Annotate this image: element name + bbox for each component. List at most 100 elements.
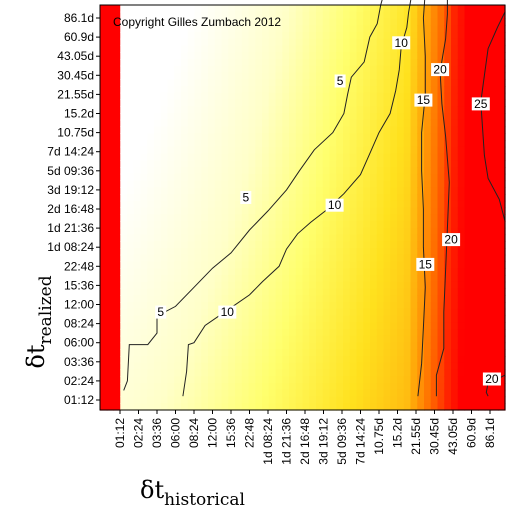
- heatmap-cell: [100, 268, 108, 276]
- heatmap-cell: [390, 32, 398, 40]
- heatmap-cell: [221, 389, 229, 398]
- heatmap-cell: [154, 146, 162, 155]
- heatmap-cell: [187, 86, 196, 94]
- heatmap-cell: [221, 356, 229, 364]
- heatmap-cell: [316, 234, 324, 242]
- heatmap-cell: [154, 221, 162, 229]
- heatmap-cell: [397, 342, 405, 350]
- heatmap-cell: [403, 32, 412, 40]
- heatmap-cell: [120, 275, 128, 283]
- heatmap-cell: [430, 376, 439, 384]
- heatmap-cell: [417, 113, 425, 121]
- heatmap-cell: [478, 356, 486, 364]
- heatmap-cell: [181, 302, 189, 310]
- heatmap-cell: [417, 160, 425, 168]
- heatmap-cell: [100, 11, 108, 20]
- heatmap-cell: [478, 396, 486, 404]
- heatmap-cell: [262, 288, 270, 296]
- heatmap-cell: [484, 335, 493, 344]
- heatmap-cell: [275, 376, 283, 384]
- heatmap-cell: [241, 302, 250, 310]
- heatmap-cell: [133, 275, 142, 283]
- heatmap-cell: [356, 389, 364, 398]
- heatmap-cell: [376, 99, 385, 107]
- heatmap-cell: [309, 99, 317, 107]
- heatmap-cell: [484, 180, 493, 188]
- heatmap-cell: [228, 349, 236, 357]
- heatmap-cell: [376, 376, 385, 384]
- heatmap-cell: [248, 92, 256, 101]
- heatmap-cell: [329, 227, 337, 236]
- heatmap-cell: [181, 106, 189, 114]
- heatmap-cell: [241, 241, 250, 249]
- heatmap-cell: [397, 248, 405, 256]
- heatmap-cell: [289, 248, 297, 256]
- heatmap-cell: [356, 99, 364, 107]
- heatmap-cell: [356, 302, 364, 310]
- heatmap-cell: [363, 133, 371, 141]
- heatmap-cell: [214, 18, 223, 26]
- heatmap-cell: [417, 356, 425, 364]
- heatmap-cell: [208, 315, 216, 323]
- heatmap-cell: [383, 356, 391, 364]
- heatmap-cell: [133, 146, 142, 155]
- heatmap-cell: [309, 295, 317, 303]
- heatmap-cell: [127, 329, 135, 337]
- heatmap-cell: [167, 376, 175, 384]
- heatmap-cell: [336, 146, 344, 155]
- heatmap-cell: [424, 308, 432, 317]
- heatmap-cell: [430, 126, 439, 134]
- heatmap-cell: [133, 25, 142, 33]
- heatmap-cell: [390, 200, 398, 209]
- heatmap-cell: [471, 86, 479, 94]
- heatmap-cell: [228, 45, 236, 53]
- heatmap-cell: [174, 214, 182, 222]
- heatmap-cell: [194, 65, 202, 74]
- heatmap-cell: [383, 140, 391, 148]
- heatmap-cell: [376, 187, 385, 195]
- heatmap-cell: [255, 45, 263, 53]
- heatmap-cell: [302, 99, 310, 107]
- heatmap-cell: [282, 261, 290, 269]
- heatmap-cell: [478, 153, 486, 161]
- heatmap-cell: [417, 187, 425, 195]
- heatmap-cell: [471, 32, 479, 40]
- heatmap-cell: [430, 281, 439, 290]
- heatmap-cell: [471, 200, 479, 209]
- heatmap-cell: [268, 207, 277, 215]
- heatmap-cell: [235, 342, 243, 350]
- heatmap-cell: [208, 79, 216, 87]
- heatmap-cell: [289, 5, 297, 13]
- heatmap-cell: [208, 234, 216, 242]
- heatmap-cell: [457, 376, 466, 384]
- heatmap-cell: [221, 140, 229, 148]
- heatmap-cell: [241, 335, 250, 344]
- heatmap-cell: [343, 322, 351, 330]
- heatmap-cell: [383, 52, 391, 60]
- heatmap-cell: [194, 25, 202, 33]
- heatmap-cell: [349, 315, 358, 323]
- heatmap-cell: [302, 214, 310, 222]
- heatmap-cell: [147, 32, 155, 40]
- heatmap-cell: [248, 342, 256, 350]
- heatmap-cell: [282, 25, 290, 33]
- heatmap-cell: [208, 275, 216, 283]
- heatmap-cell: [221, 38, 229, 47]
- heatmap-cell: [302, 140, 310, 148]
- heatmap-cell: [403, 234, 412, 242]
- heatmap-cell: [322, 140, 331, 148]
- heatmap-cell: [295, 369, 304, 377]
- heatmap-cell: [376, 349, 385, 357]
- heatmap-cell: [208, 356, 216, 364]
- heatmap-cell: [106, 72, 115, 80]
- heatmap-cell: [444, 119, 452, 128]
- heatmap-cell: [221, 187, 229, 195]
- heatmap-cell: [336, 302, 344, 310]
- heatmap-cell: [201, 173, 209, 182]
- heatmap-cell: [498, 59, 506, 67]
- heatmap-cell: [248, 315, 256, 323]
- heatmap-cell: [248, 160, 256, 168]
- heatmap-cell: [484, 25, 493, 33]
- heatmap-cell: [376, 160, 385, 168]
- heatmap-cell: [491, 234, 499, 242]
